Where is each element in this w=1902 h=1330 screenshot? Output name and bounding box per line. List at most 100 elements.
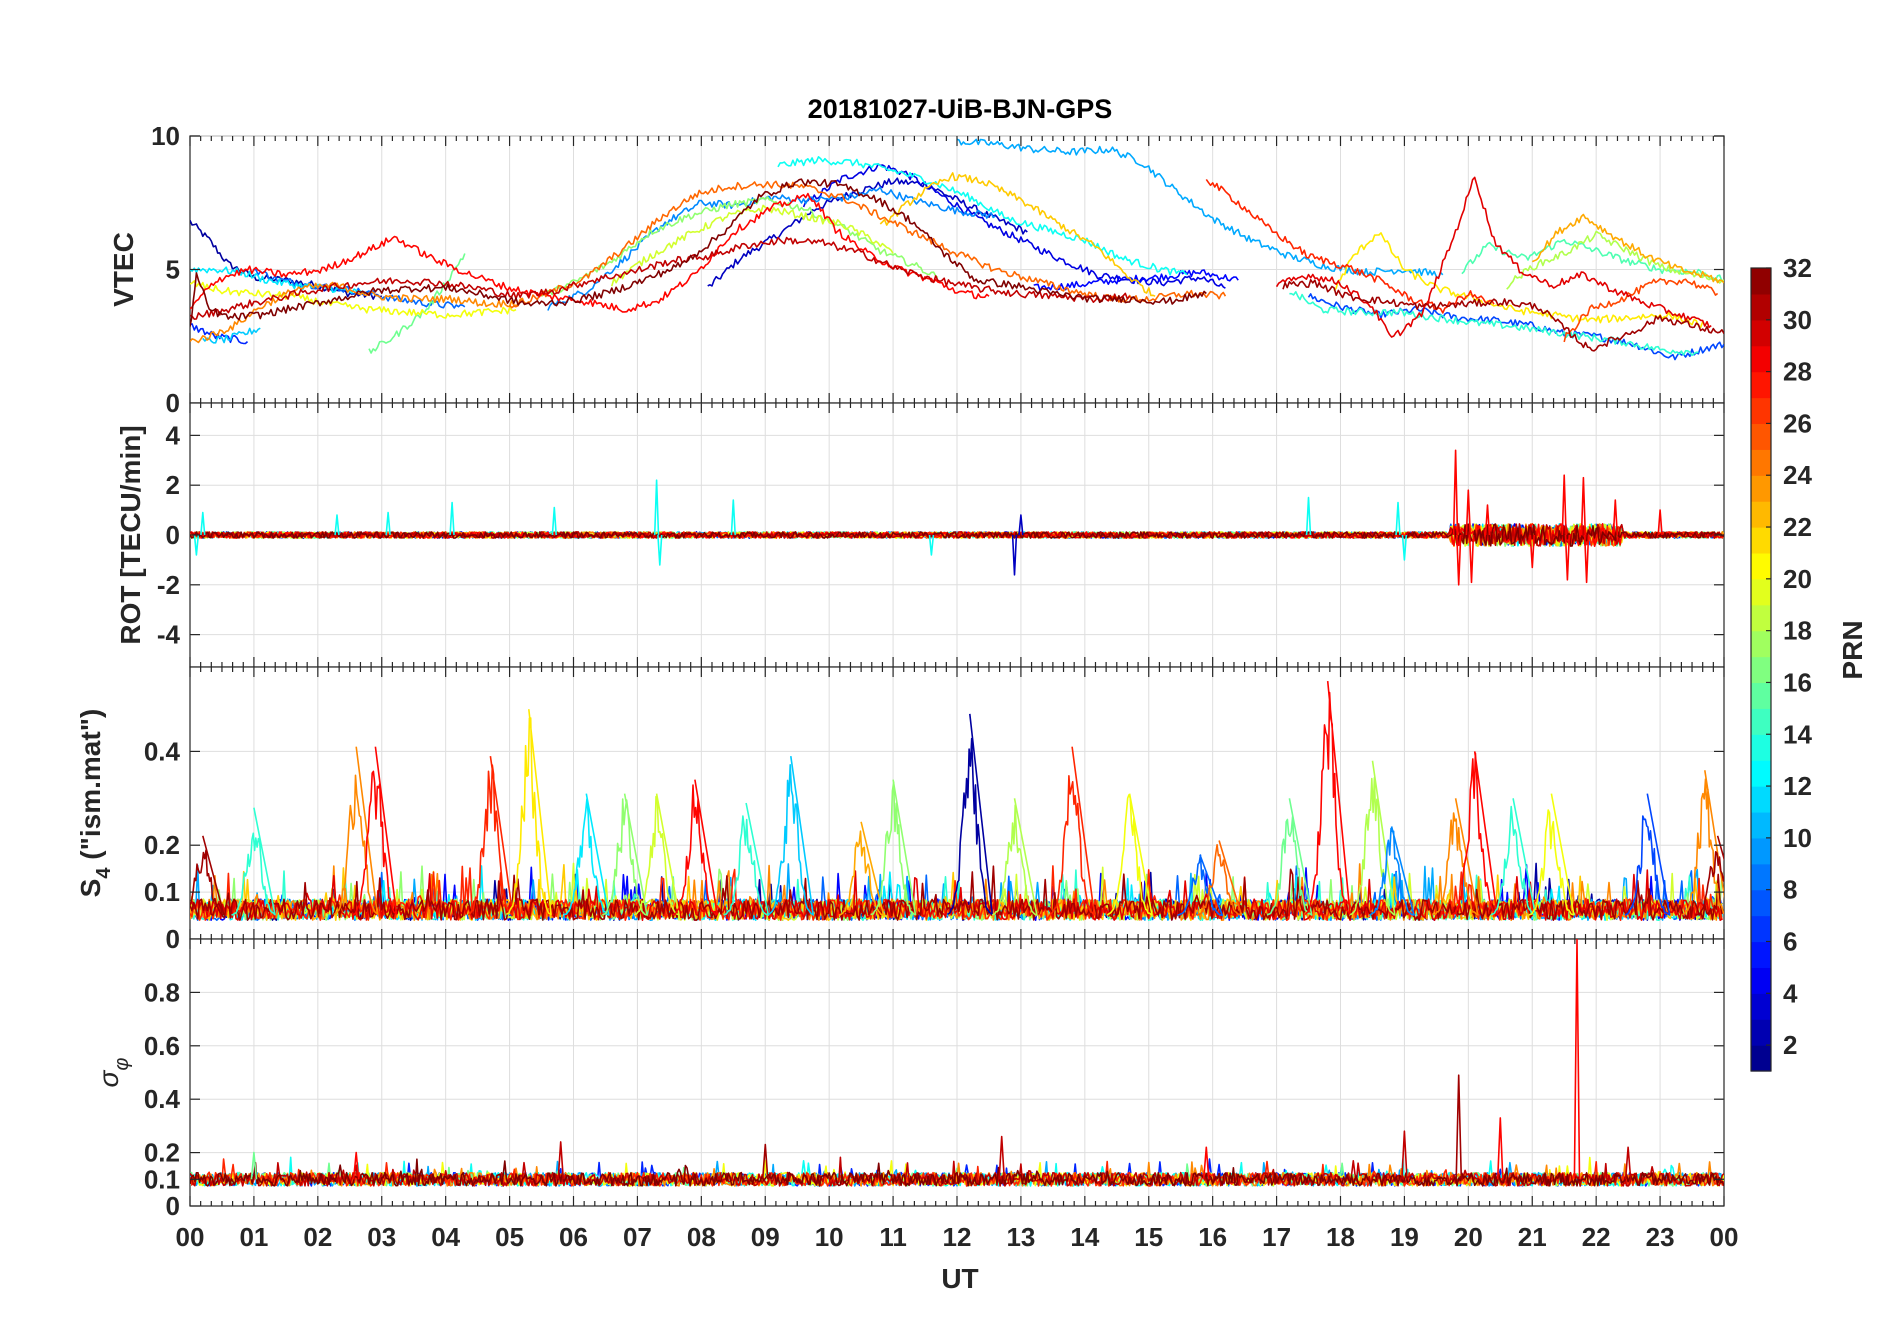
colorbar-swatch: [1751, 268, 1771, 295]
x-ticks: [189, 939, 1725, 1206]
rot-burst: [1580, 476, 1587, 536]
y-tick-label: -2: [157, 570, 180, 600]
sigma-spike-prn-30: [998, 1135, 1006, 1180]
s4-peak-prn-28: [352, 746, 398, 916]
colorbar-swatch: [1751, 915, 1771, 943]
rot-burst: [1529, 534, 1535, 569]
s4-peak-prn-25: [1196, 840, 1243, 916]
y-axis-label: VTEC: [108, 232, 139, 307]
x-axis-label: UT: [941, 1263, 978, 1294]
x-tick-label: 21: [1518, 1222, 1547, 1252]
colorbar-swatch: [1751, 630, 1771, 658]
colorbar-tick-label: 24: [1783, 460, 1812, 490]
x-axis: UT 00 01 02 03 04 05 06 07 08 09 10 11 12 13 14 15 16 17 1…: [176, 1222, 1739, 1294]
y-tick-label: 2: [166, 470, 180, 500]
colorbar-tick-label: 32: [1783, 253, 1812, 283]
series-prn-28: [190, 192, 990, 313]
s4-peak-prn-12: [563, 793, 610, 916]
y-tick-label: 0: [166, 924, 180, 954]
series-prn-27: [1205, 178, 1495, 314]
series-prn-19: [611, 204, 894, 287]
series-prn-17: [540, 196, 939, 297]
colorbar-tick-label: 16: [1783, 667, 1812, 697]
y-axis: 0 0.1 0.2 0.4: [144, 736, 1724, 954]
y-axis-label: σφ: [93, 1058, 133, 1088]
colorbar-swatch: [1751, 811, 1771, 839]
colorbar-tick-label: 8: [1783, 875, 1797, 905]
colorbar-swatch: [1751, 449, 1771, 476]
series-prn-27: [190, 865, 1723, 921]
x-tick-label: 04: [431, 1222, 460, 1252]
series-prn-29: [1275, 176, 1712, 338]
series-prn-12: [190, 266, 364, 295]
series-group: [190, 138, 1724, 361]
series-group: [190, 449, 1724, 586]
series-prn-26: [1563, 278, 1719, 343]
s4-peak-prn-21: [505, 709, 552, 916]
colorbar-label: PRN: [1837, 620, 1868, 679]
colorbar-tick-label: 14: [1783, 719, 1812, 749]
rot-burst: [928, 534, 935, 556]
series-prn-30: [190, 1156, 1724, 1187]
y-tick-label: 0.4: [144, 1084, 181, 1114]
rot-burst: [657, 534, 663, 566]
series-prn-3: [707, 177, 1028, 287]
x-tick-label: 13: [1006, 1222, 1035, 1252]
rot-burst: [1011, 534, 1018, 576]
colorbar-tick-label: 22: [1783, 512, 1812, 542]
x-tick-label: 03: [367, 1222, 396, 1252]
colorbar-swatch: [1751, 941, 1771, 968]
series-prn-16: [368, 253, 466, 354]
rot-burst: [1612, 499, 1619, 536]
panel-vtec: 0 5 10 VTEC: [108, 121, 1725, 418]
sigma-spike-prn-30: [1401, 1130, 1408, 1180]
sigma-spike-prn-31: [761, 1143, 769, 1180]
series-prn-4: [802, 163, 1226, 289]
s4-peak-prn-28: [672, 779, 719, 916]
chart-title: 20181027-UiB-BJN-GPS: [808, 94, 1113, 124]
colorbar-tick-label: 26: [1783, 408, 1812, 438]
rot-burst: [653, 479, 660, 536]
colorbar-swatch: [1751, 345, 1771, 373]
y-tick-label: 0.6: [144, 1031, 180, 1061]
colorbar-tick-label: 20: [1783, 564, 1812, 594]
colorbar-swatch: [1751, 319, 1771, 347]
y-tick-label: 4: [166, 420, 181, 450]
colorbar-swatch: [1751, 760, 1771, 787]
y-tick-label: 0.2: [144, 1138, 180, 1168]
x-tick-label: 12: [943, 1222, 972, 1252]
y-axis-label: ROT [TECU/min]: [115, 425, 146, 644]
s4-peak-prn-17: [870, 779, 917, 916]
x-tick-label: 19: [1390, 1222, 1419, 1252]
rot-burst: [1452, 449, 1459, 536]
x-tick-label: 05: [495, 1222, 524, 1252]
x-tick-label: 00: [1710, 1222, 1739, 1252]
x-tick-label: 07: [623, 1222, 652, 1252]
x-tick-label: 11: [879, 1222, 907, 1252]
colorbar-swatch: [1751, 656, 1771, 684]
y-tick-label: 5: [166, 255, 180, 285]
rot-burst: [1305, 496, 1312, 536]
s4-peak-prn-27: [467, 755, 514, 916]
y-axis: -4 -2 0 2 4: [157, 420, 1724, 650]
x-tick-label: 09: [751, 1222, 780, 1252]
y-tick-label: 0: [166, 520, 180, 550]
colorbar-swatch: [1751, 1019, 1771, 1046]
s4-peak-prn-14: [723, 802, 770, 916]
y-axis: 00.10.2 0.4 0.6 0.8: [144, 977, 1724, 1221]
series-prn-10: [956, 138, 1444, 279]
x-tick-label: 15: [1134, 1222, 1163, 1252]
series-prn-25: [508, 180, 1227, 309]
s4-peak-prn-18: [992, 798, 1038, 916]
rot-burst: [730, 499, 736, 536]
x-tick-label: 00: [176, 1222, 205, 1252]
series-prn-32: [190, 1158, 1724, 1187]
sigma-spike-prn-16: [250, 1151, 258, 1180]
x-ticks: [189, 403, 1725, 667]
rot-burst: [1465, 489, 1472, 536]
series-prn-30: [190, 236, 1131, 320]
s4-peak-prn-18: [1349, 760, 1396, 916]
y-tick-label: 0.8: [144, 977, 180, 1007]
colorbar-swatch: [1751, 786, 1771, 813]
